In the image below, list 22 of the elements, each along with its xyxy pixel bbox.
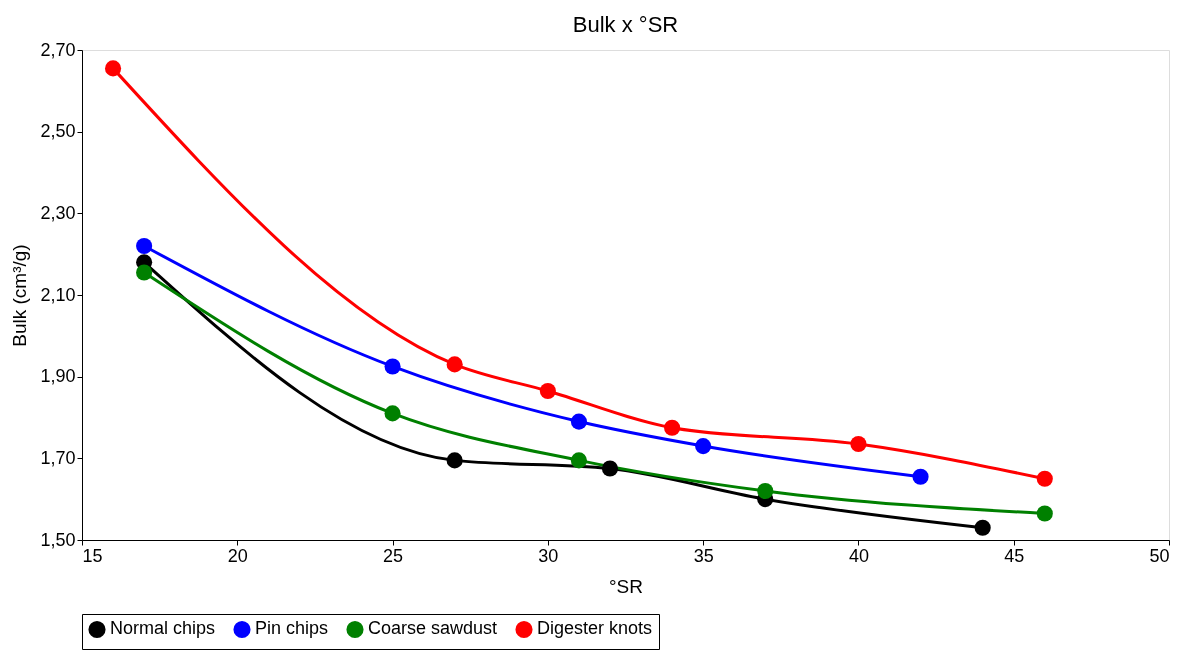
legend-label: Normal chips bbox=[110, 618, 216, 639]
y-tick-label: 2,70 bbox=[40, 39, 76, 60]
x-tick-label: 35 bbox=[693, 545, 714, 566]
legend-label: Coarse sawdust bbox=[368, 618, 498, 639]
x-tick-label: 25 bbox=[383, 545, 404, 566]
x-tick-label: 30 bbox=[538, 545, 559, 566]
x-tick-label: 45 bbox=[1004, 545, 1025, 566]
y-axis-title: Bulk (cm³/g) bbox=[9, 244, 31, 347]
y-tick-label: 1,70 bbox=[40, 447, 76, 468]
y-tick-label: 1,50 bbox=[40, 529, 76, 550]
y-tick-label: 2,50 bbox=[40, 121, 76, 142]
legend-label: Digester knots bbox=[537, 618, 653, 639]
legend-label: Pin chips bbox=[255, 618, 329, 639]
x-tick-label: 15 bbox=[82, 545, 103, 566]
y-tick-label: 2,10 bbox=[40, 284, 76, 305]
x-tick-label: 50 bbox=[1149, 545, 1170, 566]
x-axis-title: °SR bbox=[609, 575, 643, 597]
x-tick-label: 20 bbox=[227, 545, 248, 566]
chart-title: Bulk x °SR bbox=[572, 12, 679, 37]
y-tick-label: 2,30 bbox=[40, 202, 76, 223]
x-tick-label: 40 bbox=[848, 545, 869, 566]
y-tick-label: 1,90 bbox=[40, 366, 76, 387]
